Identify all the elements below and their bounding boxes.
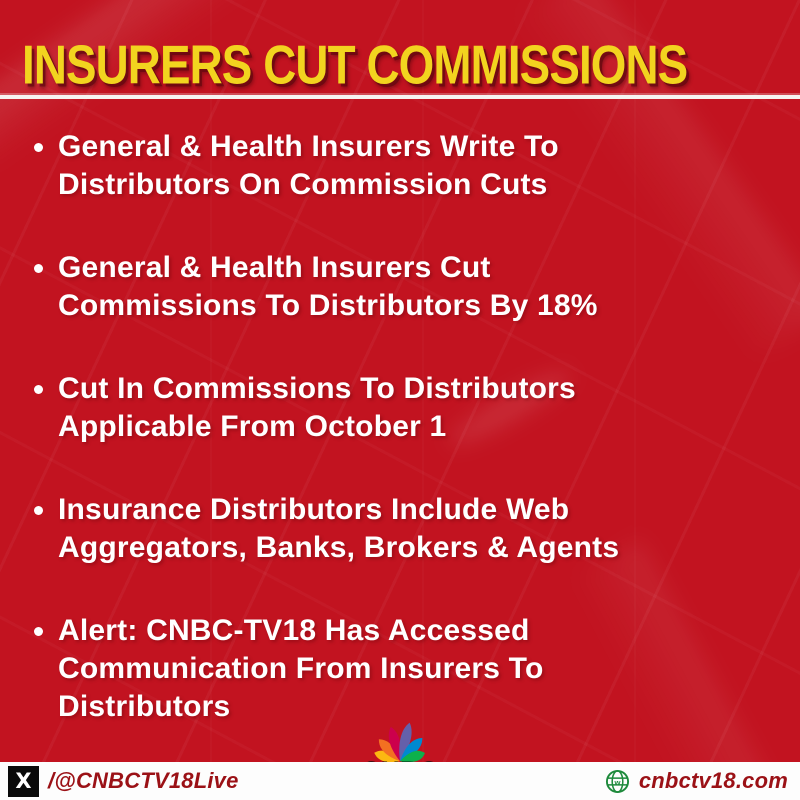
bullet-item: Alert: CNBC-TV18 Has Accessed Communicat… — [28, 612, 780, 726]
headline-divider — [0, 95, 800, 99]
bullet-dot — [34, 627, 43, 636]
globe-icon: w — [605, 769, 630, 794]
bullet-text: General & Health Insurers Cut Commission… — [58, 251, 598, 322]
twitter-handle: /@CNBCTV18Live — [48, 768, 239, 793]
website-url: cnbctv18.com — [638, 768, 788, 793]
footer-bar: X /@CNBCTV18Live w cnbctv18.com — [0, 762, 800, 800]
svg-text:w: w — [613, 777, 620, 786]
bullet-text: Insurance Distributors Include Web Aggre… — [58, 493, 620, 564]
bullet-text: General & Health Insurers Write To Distr… — [58, 130, 559, 201]
bullet-dot — [34, 506, 43, 515]
footer-website: w cnbctv18.com — [605, 768, 788, 794]
bullet-item: General & Health Insurers Write To Distr… — [28, 128, 780, 204]
bullet-text: Cut In Commissions To Distributors Appli… — [58, 372, 576, 443]
bullet-list: General & Health Insurers Write To Distr… — [28, 128, 780, 771]
bullet-item: General & Health Insurers Cut Commission… — [28, 249, 780, 325]
x-icon: X — [8, 765, 39, 797]
bullet-dot — [34, 143, 43, 152]
bullet-dot — [34, 264, 43, 273]
footer-social: X /@CNBCTV18Live — [8, 765, 239, 797]
bullet-item: Insurance Distributors Include Web Aggre… — [28, 491, 780, 567]
bullet-item: Cut In Commissions To Distributors Appli… — [28, 370, 780, 446]
page-title: INSURERS CUT COMMISSIONS — [22, 35, 688, 96]
bullet-text: Alert: CNBC-TV18 Has Accessed Communicat… — [58, 614, 544, 723]
bullet-dot — [34, 385, 43, 394]
